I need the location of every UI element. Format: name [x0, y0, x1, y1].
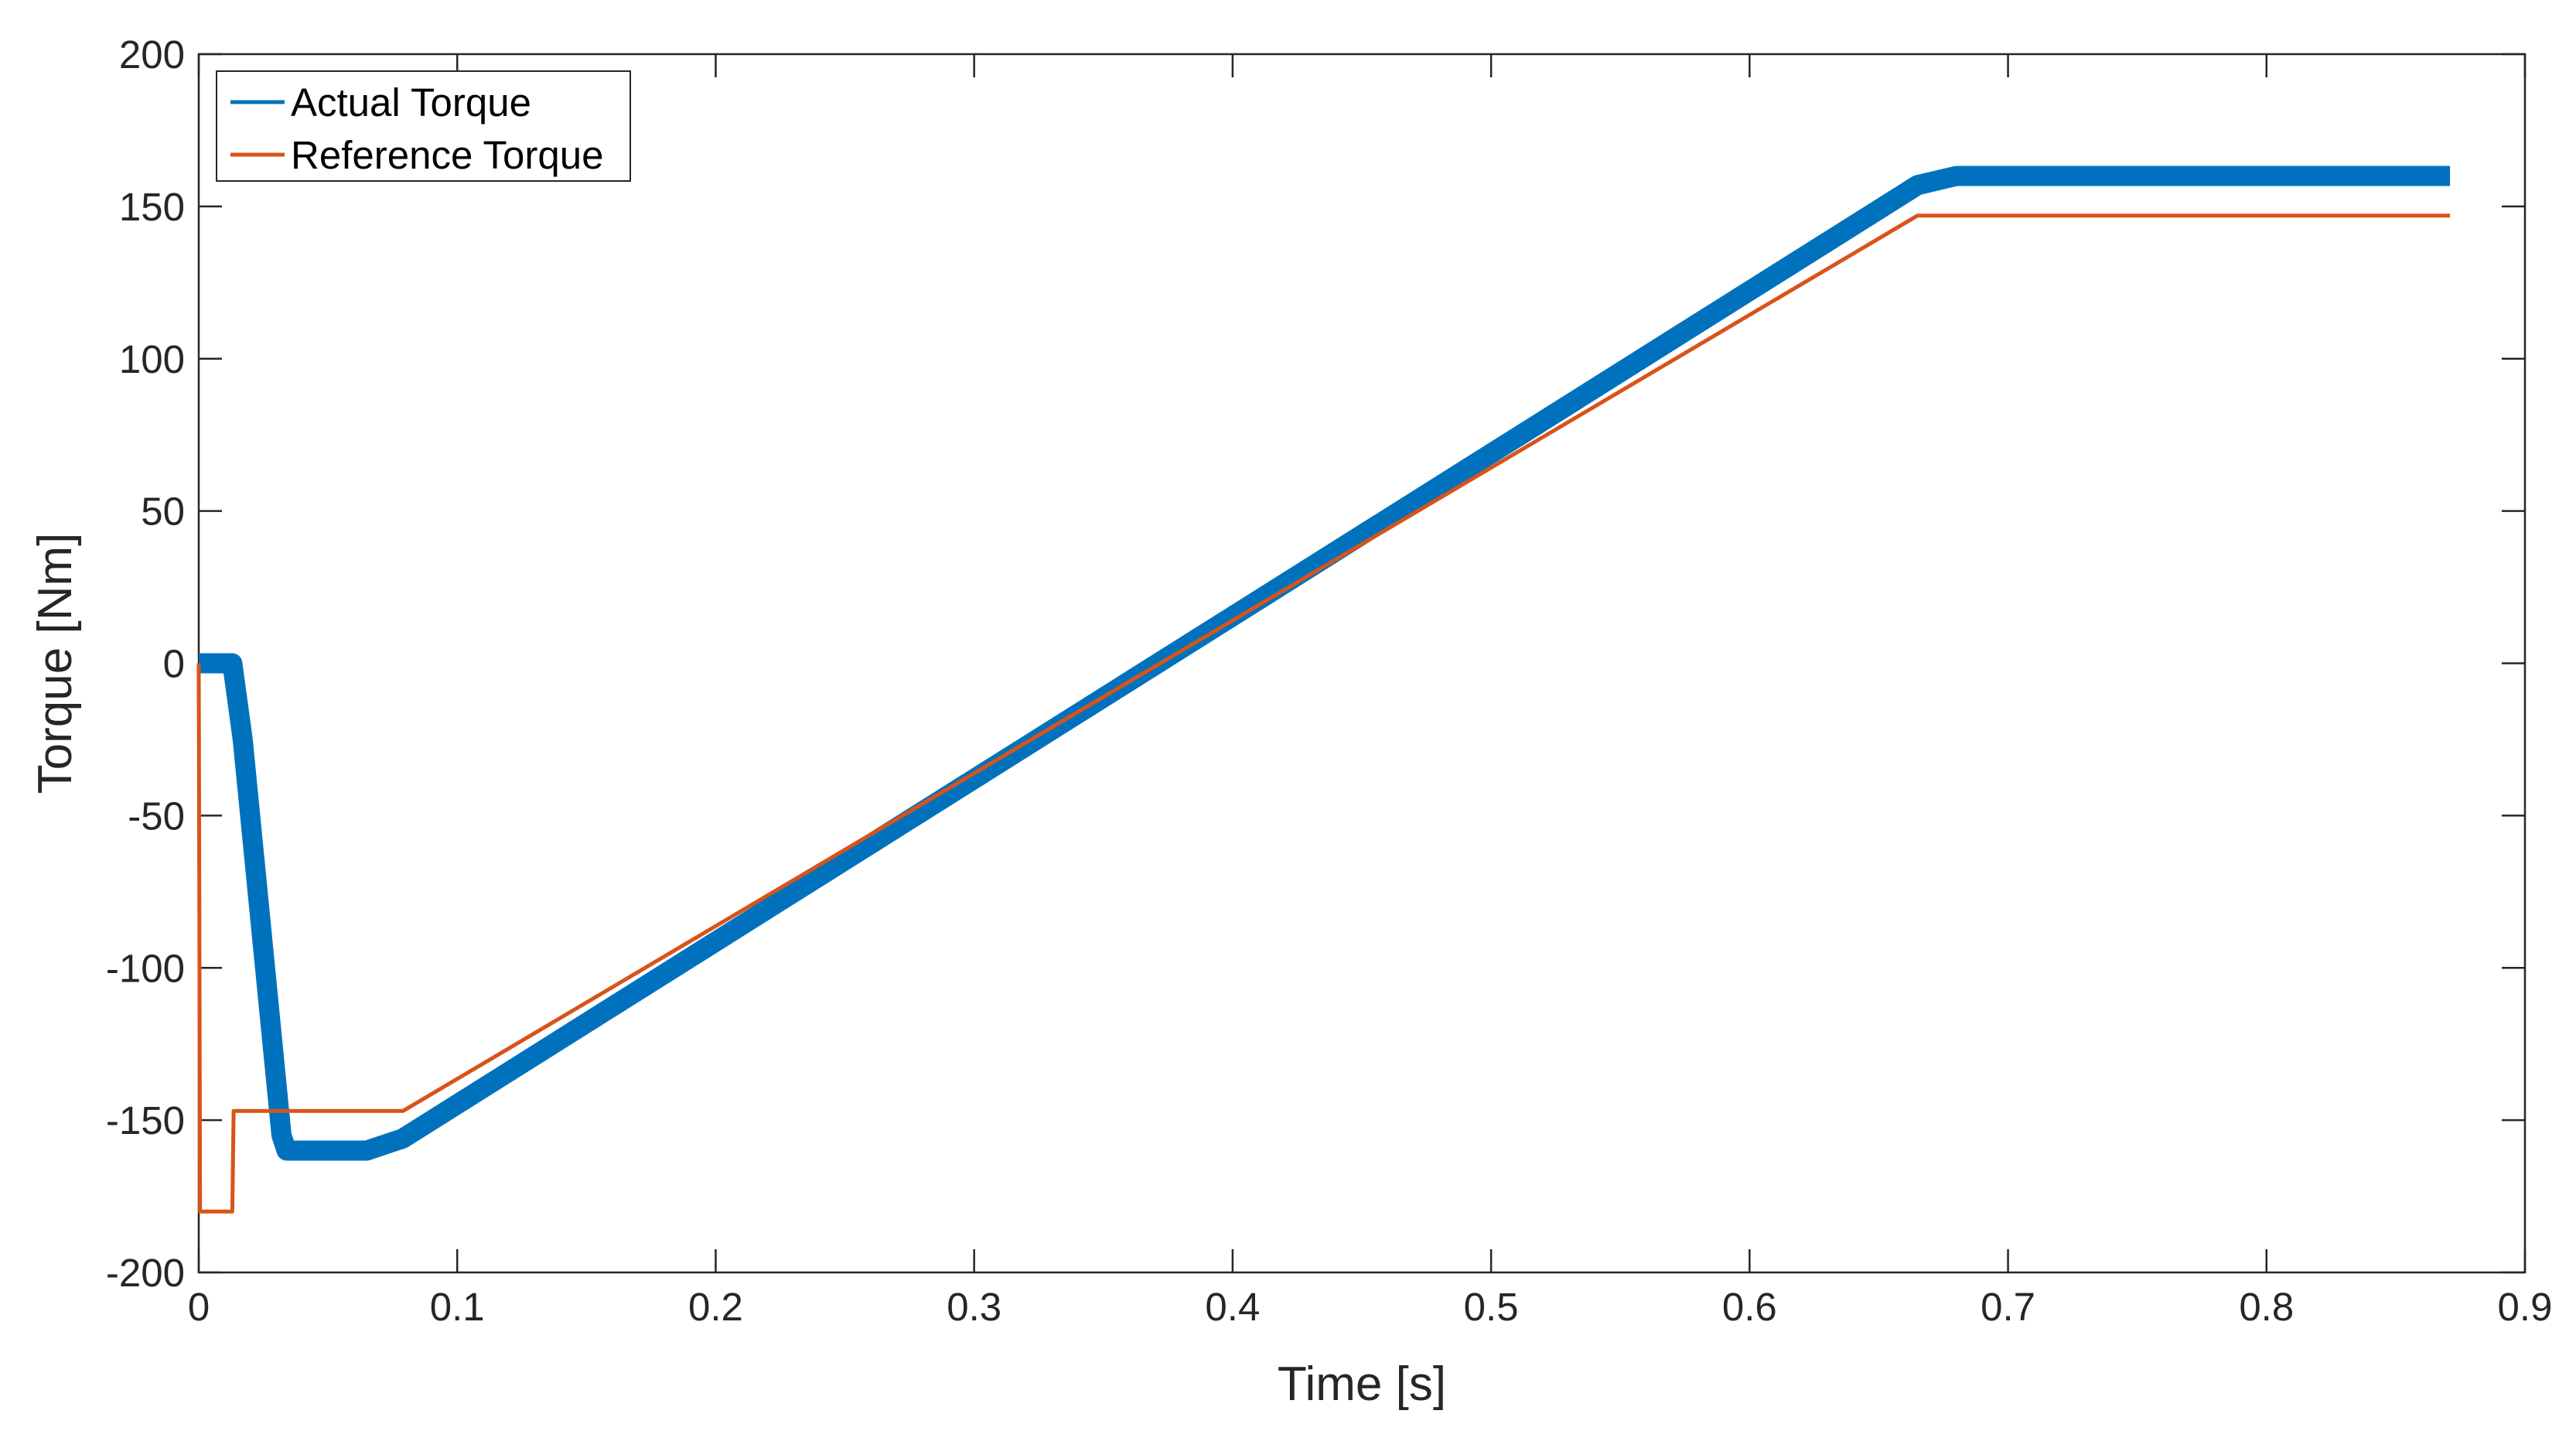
y-tick-label: 150: [119, 185, 185, 229]
x-tick-label: 0.1: [430, 1285, 485, 1329]
legend-box: [216, 70, 631, 182]
x-tick-label: 0.3: [947, 1285, 1001, 1329]
y-tick-label: -100: [106, 946, 185, 990]
x-tick-label: 0.5: [1464, 1285, 1519, 1329]
series-line-actual-torque: [199, 166, 2451, 1161]
series-line-reference-torque: [196, 213, 2451, 1214]
plot-area: [196, 53, 2527, 1274]
x-tick-label: 0.2: [688, 1285, 743, 1329]
x-axis-label: Time [s]: [1278, 1358, 1446, 1411]
legend-label-reference-torque: Reference Torque: [291, 133, 604, 177]
legend: Actual Torque Reference Torque: [216, 70, 631, 182]
y-tick-label: 100: [119, 337, 185, 381]
y-axis-label: Torque [Nm]: [29, 533, 82, 794]
x-tick-label: 0.6: [1722, 1285, 1777, 1329]
x-tick-label: 0.9: [2498, 1285, 2553, 1329]
y-tick-label: 50: [141, 490, 185, 534]
x-tick-label: 0.8: [2239, 1285, 2294, 1329]
axes-box: [197, 53, 2527, 1274]
legend-label-actual-torque: Actual Torque: [291, 80, 531, 125]
y-tick-label: 200: [119, 32, 185, 77]
series-layer: [196, 166, 2451, 1214]
x-tick-label: 0.4: [1205, 1285, 1260, 1329]
tick-labels-layer: 0 0.1 0.2 0.3 0.4 0.5 0.6 0.7 0.8 0.9 -200 -150 -100…: [106, 32, 2553, 1329]
y-tick-label: -50: [128, 794, 185, 838]
x-tick-label: 0.7: [1981, 1285, 2035, 1329]
y-tick-label: -200: [106, 1251, 185, 1295]
ticks-layer: [197, 53, 2527, 1274]
y-tick-label: 0: [163, 642, 185, 686]
x-tick-label: 0: [188, 1285, 210, 1329]
y-tick-label: -150: [106, 1098, 185, 1142]
